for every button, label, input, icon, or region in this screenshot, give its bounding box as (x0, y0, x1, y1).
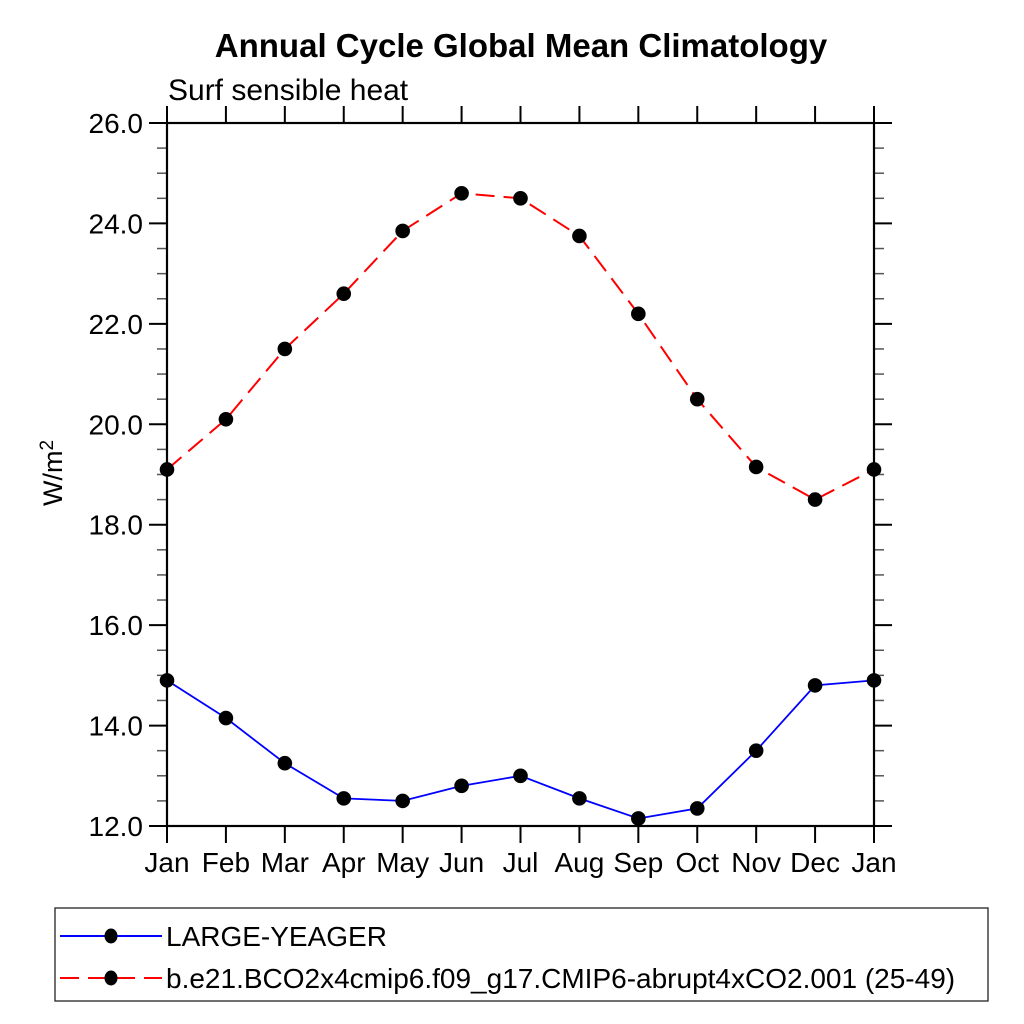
legend-marker-icon (104, 928, 118, 944)
x-tick-label: Nov (731, 847, 781, 878)
data-point-marker (631, 306, 646, 322)
data-point-marker (866, 673, 882, 688)
data-point-marker (277, 755, 293, 771)
y-axis-label-exponent: 2 (37, 440, 58, 451)
data-point-marker (689, 391, 705, 407)
data-point-marker (395, 793, 410, 809)
data-point-marker (807, 492, 823, 507)
data-point-marker (748, 743, 764, 758)
data-point-marker (159, 673, 175, 688)
data-point-marker (866, 462, 882, 477)
legend-label-large-yeager: LARGE-YEAGER (166, 921, 387, 952)
data-point-marker (218, 710, 234, 726)
legend-box (54, 907, 989, 1002)
y-tick-label: 16.0 (89, 610, 144, 641)
data-point-marker (277, 341, 293, 357)
legend-entry-cmip6-run: b.e21.BCO2x4cmip6.f09_g17.CMIP6-abrupt4x… (60, 963, 955, 994)
chart-title: Annual Cycle Global Mean Climatology (215, 27, 828, 64)
data-point-marker (336, 791, 352, 806)
data-point-marker (454, 778, 469, 794)
x-tick-label: Apr (322, 847, 366, 878)
data-point-marker (159, 462, 175, 477)
data-point-marker (631, 811, 646, 826)
data-point-marker (395, 223, 410, 239)
x-tick-label: Oct (675, 847, 719, 878)
data-point-marker (572, 228, 587, 244)
data-point-marker (336, 286, 352, 302)
x-tick-label: Aug (555, 847, 605, 878)
x-tick-label: May (376, 847, 429, 878)
legend-entry-large-yeager: LARGE-YEAGER (60, 921, 387, 952)
data-point-marker (748, 459, 764, 475)
data-point-marker (513, 768, 528, 784)
y-tick-label: 20.0 (89, 409, 144, 440)
y-tick-label: 14.0 (89, 711, 144, 742)
legend-label-cmip6-run: b.e21.BCO2x4cmip6.f09_g17.CMIP6-abrupt4x… (166, 963, 955, 994)
y-tick-label: 24.0 (89, 208, 144, 239)
y-tick-label: 12.0 (89, 811, 144, 842)
data-point-marker (807, 678, 823, 693)
series-line-0 (166, 679, 875, 820)
legend: LARGE-YEAGER b.e21.BCO2x4cmip6.f09_g17.C… (54, 907, 989, 1002)
y-axis-label-base: W/m (38, 451, 68, 506)
x-tick-label: Mar (261, 847, 309, 878)
x-tick-label: Jan (144, 847, 189, 878)
data-point-marker (689, 801, 705, 816)
y-axis-label: W/m2 (37, 440, 68, 506)
y-tick-label: 26.0 (89, 108, 144, 139)
data-point-marker (513, 191, 528, 206)
data-point-marker (572, 791, 587, 806)
x-tick-label: Jan (851, 847, 896, 878)
series-line-1 (166, 192, 875, 501)
x-tick-label: Jul (503, 847, 539, 878)
y-tick-label: 18.0 (89, 510, 144, 541)
x-tick-label: Feb (202, 847, 250, 878)
legend-marker-icon (104, 970, 118, 986)
chart-subtitle: Surf sensible heat (168, 74, 409, 107)
x-tick-label: Sep (613, 847, 663, 878)
x-tick-label: Jun (439, 847, 484, 878)
x-tick-label: Dec (790, 847, 840, 878)
data-point-marker (218, 411, 234, 427)
data-point-marker (454, 186, 469, 201)
y-tick-label: 22.0 (89, 309, 144, 340)
